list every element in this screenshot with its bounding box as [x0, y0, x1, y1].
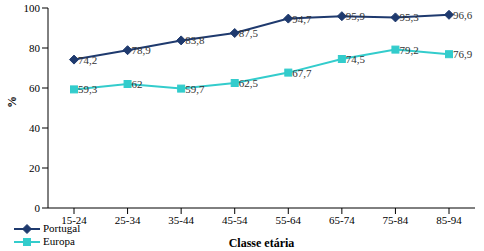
svg-text:55-64: 55-64 — [275, 214, 301, 226]
svg-text:80: 80 — [29, 42, 41, 54]
svg-text:79,2: 79,2 — [399, 44, 418, 56]
html-text:Europa: Europa — [43, 235, 75, 247]
svg-text:59,3: 59,3 — [78, 83, 98, 95]
svg-text:78,9: 78,9 — [132, 44, 152, 56]
svg-text:65-74: 65-74 — [329, 214, 355, 226]
svg-text:75-84: 75-84 — [383, 214, 409, 226]
svg-text:20: 20 — [29, 162, 41, 174]
svg-text:95,9: 95,9 — [346, 10, 366, 22]
svg-text:62: 62 — [132, 78, 143, 90]
svg-text:96,6: 96,6 — [453, 9, 473, 21]
svg-text:60: 60 — [29, 82, 41, 94]
svg-text:40: 40 — [29, 122, 41, 134]
html-text:Portugal: Portugal — [43, 222, 81, 234]
svg-text:85-94: 85-94 — [436, 214, 462, 226]
svg-text:Classe etária: Classe etária — [229, 236, 295, 250]
svg-text:62,5: 62,5 — [239, 77, 259, 89]
svg-text:87,5: 87,5 — [239, 27, 259, 39]
svg-text:94,7: 94,7 — [292, 13, 312, 25]
svg-text:15-24: 15-24 — [61, 213, 87, 226]
svg-text:95,3: 95,3 — [399, 11, 419, 23]
svg-text:67,7: 67,7 — [292, 67, 312, 79]
svg-text:%: % — [8, 96, 19, 108]
svg-text:83,8: 83,8 — [185, 34, 205, 46]
svg-text:0: 0 — [35, 202, 41, 214]
svg-text:45-54: 45-54 — [222, 214, 248, 226]
svg-text:74,2: 74,2 — [78, 54, 97, 66]
svg-text:100: 100 — [24, 2, 41, 14]
svg-text:59,7: 59,7 — [185, 83, 205, 95]
svg-text:35-44: 35-44 — [168, 214, 194, 226]
svg-text:74,5: 74,5 — [346, 53, 366, 65]
svg-text:25-34: 25-34 — [115, 214, 141, 226]
svg-text:76,9: 76,9 — [453, 48, 473, 60]
